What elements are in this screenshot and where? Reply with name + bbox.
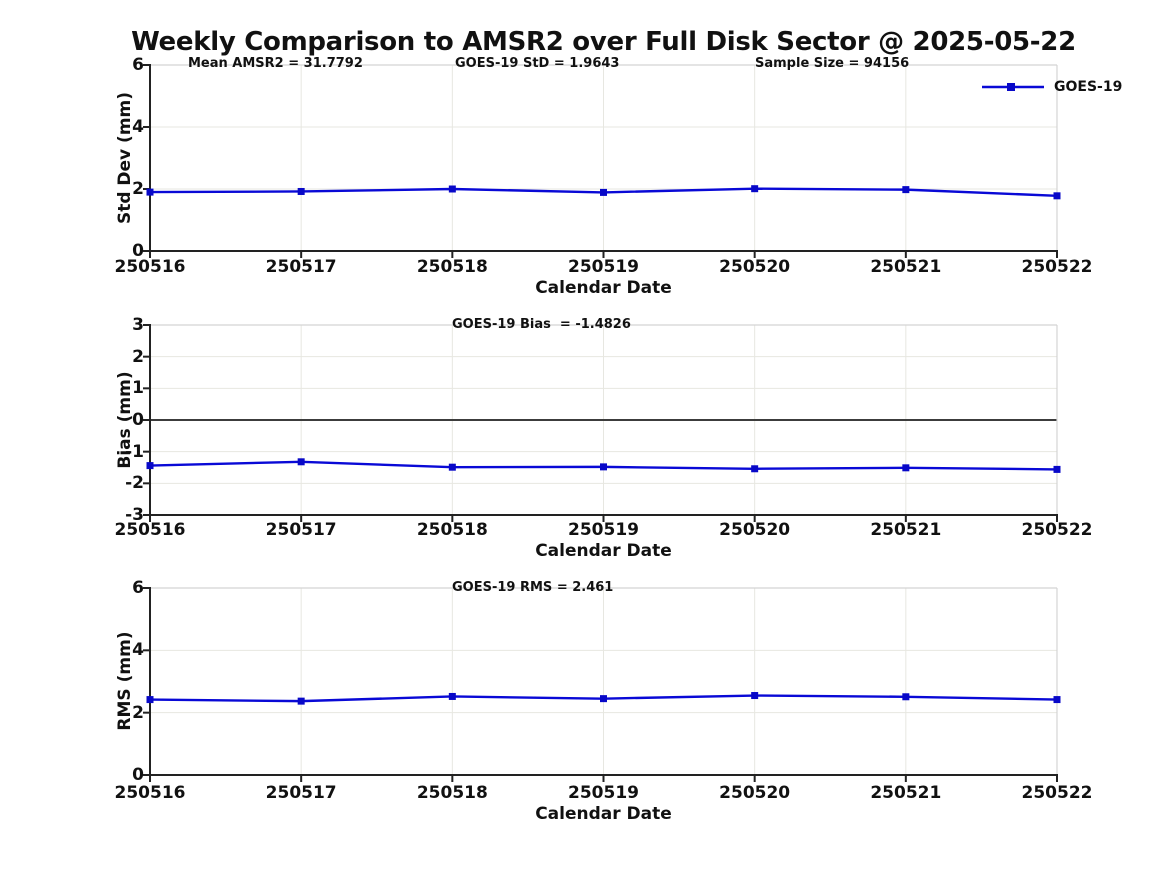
x-tick-label: 250517	[265, 783, 337, 803]
figure-title: Weekly Comparison to AMSR2 over Full Dis…	[131, 27, 1076, 57]
data-point-marker	[146, 188, 154, 196]
y-tick-label: 6	[132, 578, 144, 598]
x-tick-label: 250518	[416, 783, 488, 803]
y-tick-label: 0	[132, 410, 144, 430]
panel-annotation: GOES-19 Bias = -1.4826	[452, 317, 631, 332]
x-axis-label: Calendar Date	[535, 278, 672, 298]
panel-annotation: GOES-19 StD = 1.9643	[455, 56, 620, 71]
y-tick-label: 2	[132, 346, 144, 367]
y-tick-label: 0	[132, 241, 144, 261]
data-point-marker	[751, 185, 759, 193]
legend: GOES-19	[980, 79, 1122, 95]
data-point-marker	[448, 692, 456, 700]
y-tick-label: 4	[132, 117, 144, 137]
data-point-marker	[902, 186, 910, 194]
data-point-marker	[902, 464, 910, 472]
data-point-marker	[297, 697, 305, 705]
y-tick-label: -1	[125, 441, 144, 462]
y-tick-label: -3	[125, 505, 144, 525]
x-tick-label: 250522	[1021, 257, 1093, 277]
y-axis-label-std-dev: Std Dev (mm)	[115, 91, 135, 225]
y-tick-label: 1	[132, 378, 144, 399]
x-tick-label: 250519	[568, 257, 639, 277]
x-tick-label: 250516	[114, 257, 186, 277]
y-tick-label: 4	[132, 640, 144, 661]
x-tick-label: 250521	[870, 783, 942, 803]
x-tick-label: 250521	[870, 520, 942, 540]
x-tick-label: 250519	[568, 783, 639, 803]
data-point-marker	[448, 185, 456, 193]
y-tick-label: 3	[132, 315, 144, 335]
data-point-marker	[751, 465, 759, 473]
legend-label: GOES-19	[1054, 78, 1123, 95]
x-axis-label: Calendar Date	[535, 804, 672, 824]
panel-annotation: Mean AMSR2 = 31.7792	[188, 56, 363, 71]
data-point-marker	[297, 458, 305, 466]
data-point-marker	[146, 462, 154, 470]
x-tick-label: 250522	[1021, 520, 1093, 540]
data-point-marker	[146, 696, 154, 704]
x-tick-label: 250516	[114, 520, 186, 540]
x-tick-label: 250516	[114, 783, 186, 803]
x-tick-label: 250518	[416, 520, 488, 540]
data-point-marker	[600, 695, 607, 703]
y-tick-label: -2	[125, 473, 144, 494]
data-point-marker	[600, 463, 607, 471]
x-tick-label: 250521	[870, 257, 942, 277]
x-tick-label: 250517	[265, 257, 337, 277]
x-tick-label: 250518	[416, 257, 488, 277]
x-tick-label: 250520	[719, 257, 791, 277]
y-tick-label: 6	[132, 55, 144, 75]
data-point-marker	[751, 692, 759, 700]
data-point-marker	[1053, 465, 1061, 473]
y-tick-label: 2	[132, 179, 144, 199]
x-tick-label: 250522	[1021, 783, 1093, 803]
x-tick-label: 250517	[265, 520, 337, 540]
data-point-marker	[902, 693, 910, 701]
panel-annotation: Sample Size = 94156	[755, 56, 910, 71]
x-tick-label: 250519	[568, 520, 639, 540]
data-point-marker	[1053, 696, 1061, 704]
data-point-marker	[600, 188, 607, 196]
y-tick-label: 2	[132, 702, 144, 723]
x-tick-label: 250520	[719, 783, 791, 803]
data-point-marker	[297, 187, 305, 195]
x-axis-label: Calendar Date	[535, 541, 672, 561]
y-axis-label-rms: RMS (mm)	[115, 631, 135, 731]
data-point-marker	[448, 463, 456, 471]
legend-line-sample	[982, 83, 1044, 91]
data-point-marker	[1053, 192, 1061, 200]
x-tick-label: 250520	[719, 520, 791, 540]
panel-annotation: GOES-19 RMS = 2.461	[452, 580, 614, 595]
y-tick-label: 0	[132, 765, 144, 785]
